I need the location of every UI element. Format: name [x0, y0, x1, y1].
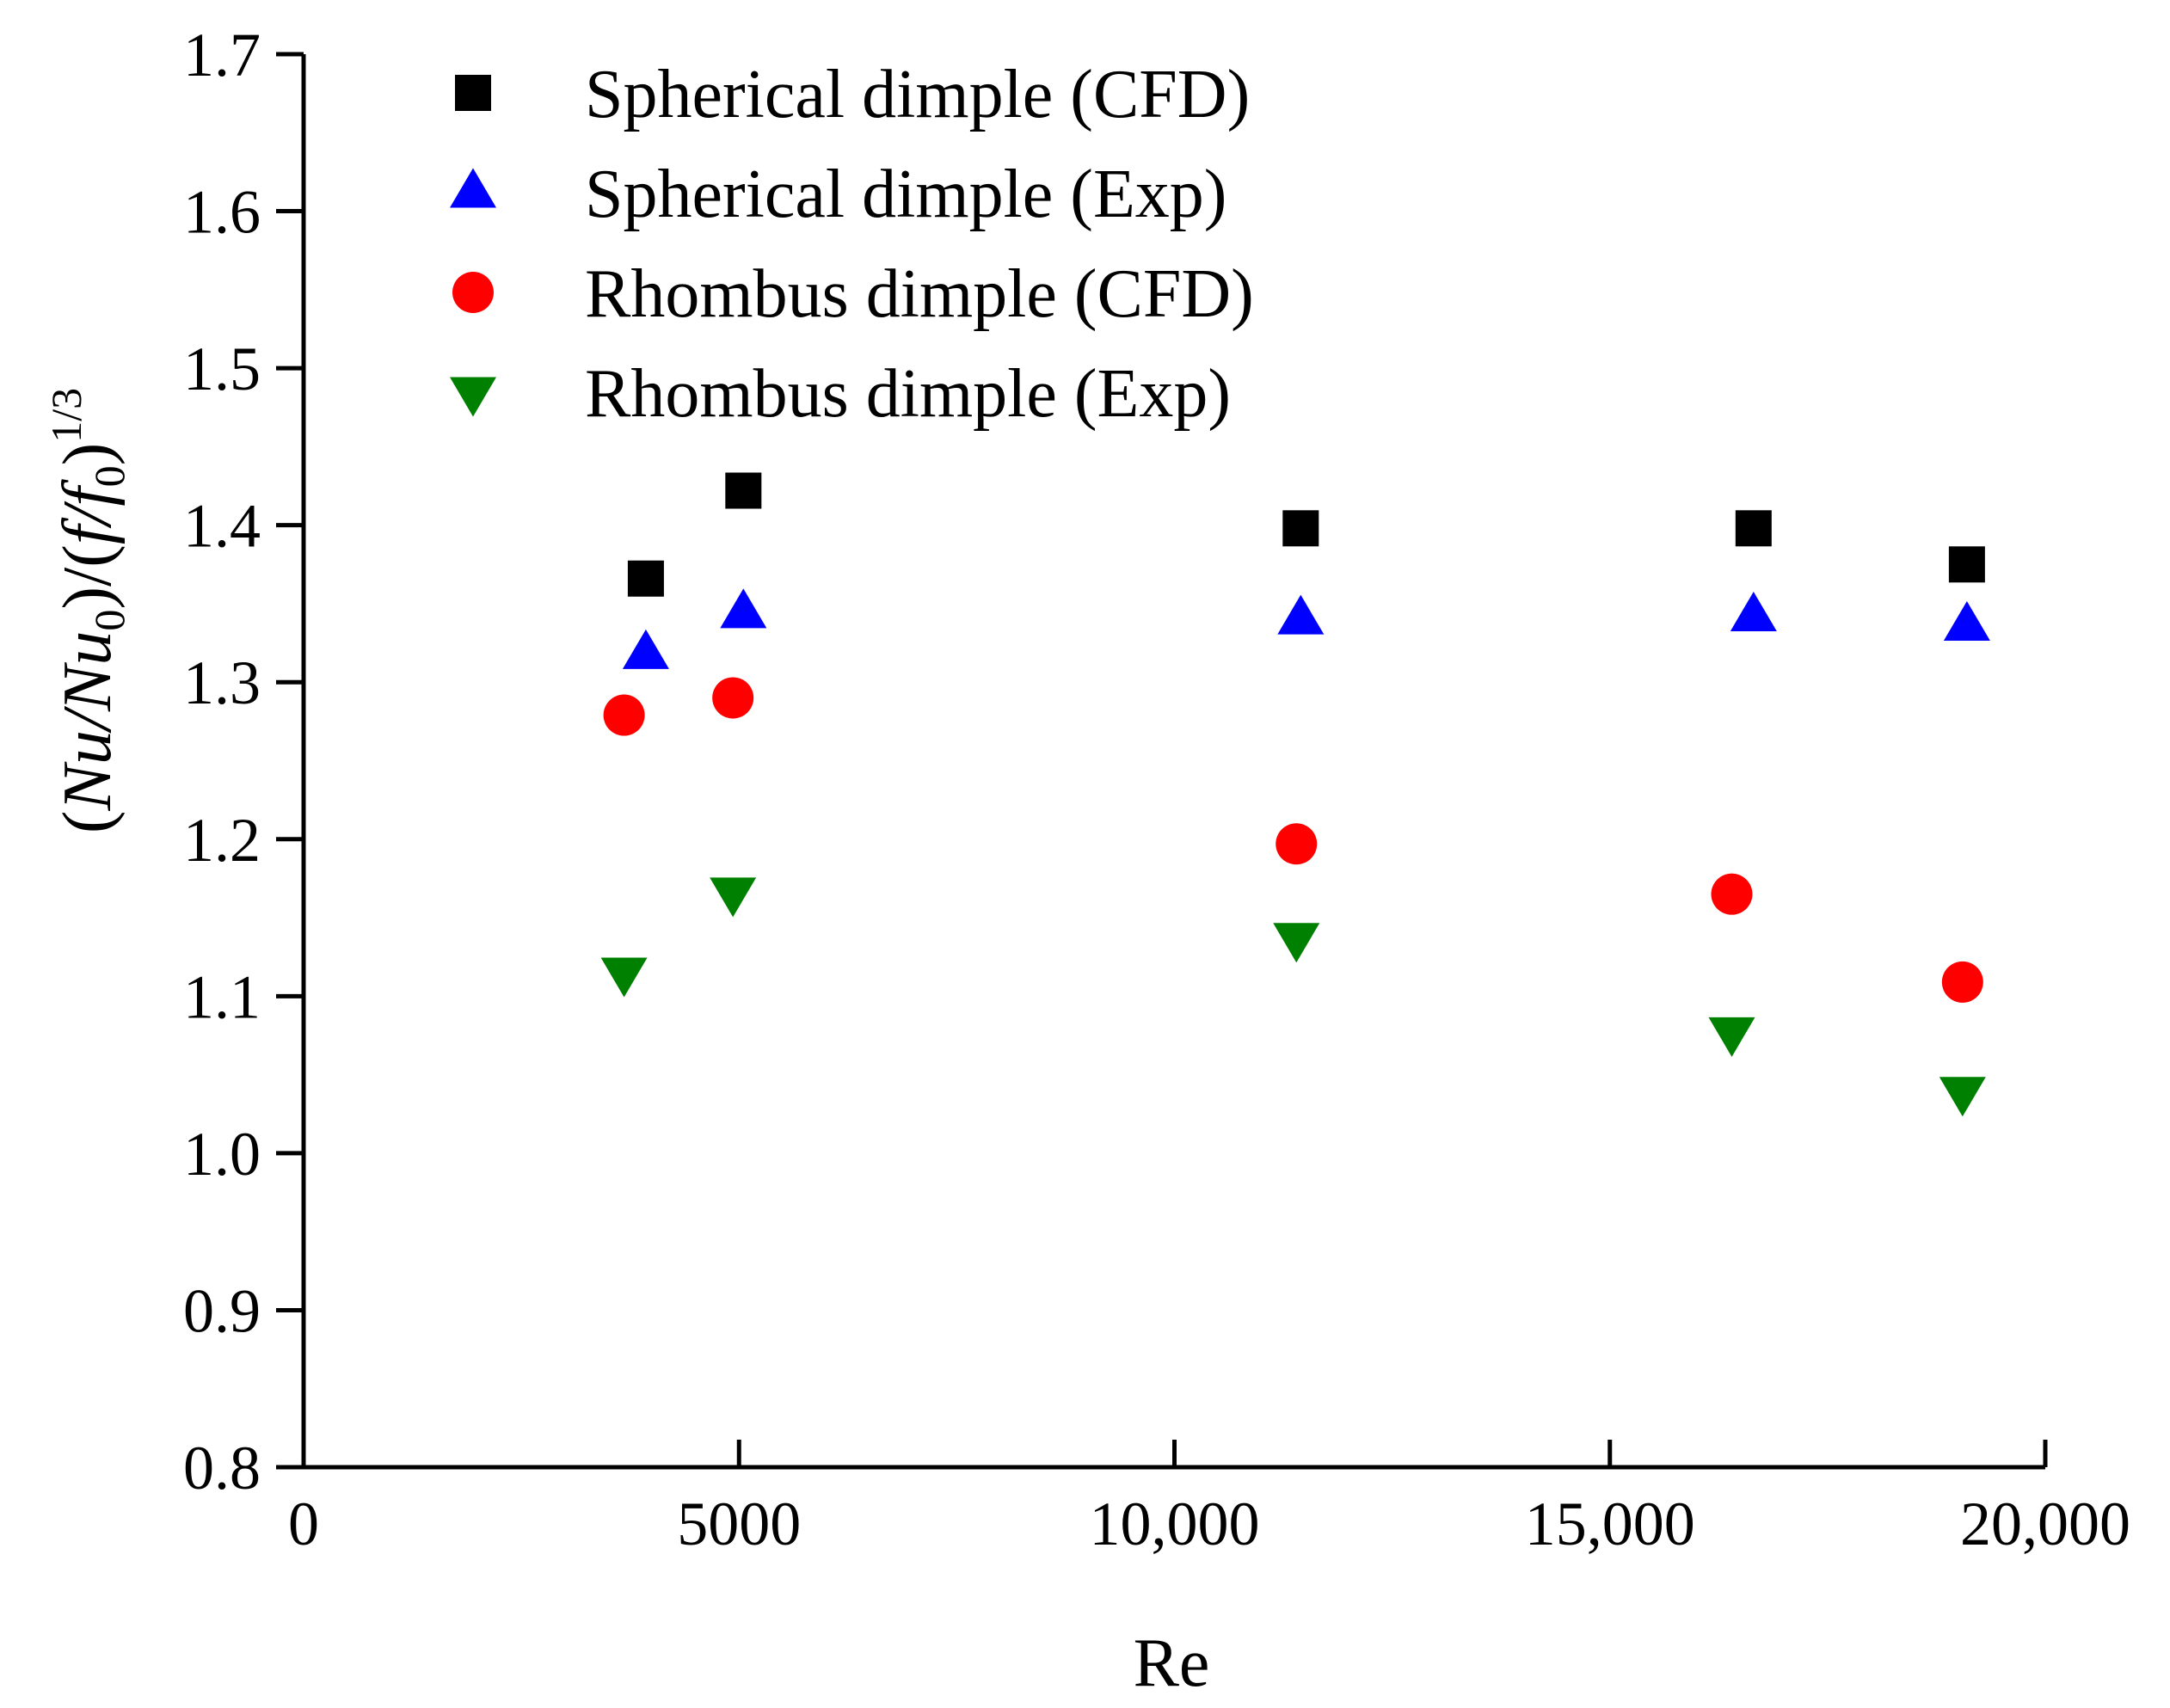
series-3: [603, 677, 1983, 1003]
y-title-exponent: 1/3: [42, 388, 90, 443]
legend-item: Spherical dimple (CFD): [455, 57, 1250, 132]
y-tick-label: 1.3: [183, 648, 261, 717]
y-tick-label: 0.9: [183, 1276, 261, 1345]
y-tick-label: 1.5: [183, 335, 261, 403]
data-point: [600, 957, 648, 998]
data-point: [1941, 961, 1983, 1003]
data-point: [712, 677, 754, 719]
y-tick-label: 1.4: [183, 492, 261, 561]
data-point: [725, 472, 762, 509]
series-1: [627, 472, 1985, 597]
x-tick-label: 15,000: [1525, 1490, 1695, 1558]
data-point: [1948, 546, 1985, 583]
data-point: [622, 629, 669, 669]
y-tick-label: 0.8: [183, 1434, 261, 1502]
data-point: [627, 560, 664, 597]
x-axis-title: Re: [1134, 1625, 1210, 1701]
legend-label: Spherical dimple (Exp): [585, 157, 1226, 232]
data-points: [600, 472, 1990, 1117]
x-tick-label: 5000: [677, 1490, 801, 1558]
series-2: [622, 588, 1990, 669]
y-tick-label: 1.0: [183, 1120, 261, 1189]
y-axis-title: (Nu/Nu0)/(f/f0)1/3: [42, 388, 133, 833]
y-title-subscript: 0: [85, 610, 133, 631]
data-point: [1939, 1077, 1986, 1117]
legend-marker: [455, 75, 491, 111]
y-title-nu: Nu: [50, 730, 126, 811]
y-title-subscript: 0: [85, 465, 133, 487]
data-point: [603, 694, 645, 736]
x-ticks: 0 5000 10,000 15,000 20,000: [288, 1440, 2130, 1558]
y-title-paren-close: ): [50, 443, 126, 466]
y-title-nu0: Nu: [50, 631, 126, 712]
data-point: [1276, 823, 1318, 865]
y-tick-label: 1.6: [183, 178, 261, 247]
x-tick-label: 20,000: [1960, 1490, 2130, 1558]
data-point: [1708, 1017, 1755, 1057]
legend: Spherical dimple (CFD) Spherical dimple (…: [450, 57, 1254, 432]
legend-label: Rhombus dimple (CFD): [585, 256, 1254, 332]
y-tick-label: 1.2: [183, 806, 261, 875]
data-point: [1282, 510, 1319, 547]
y-tick-label: 1.1: [183, 962, 261, 1031]
legend-item: Rhombus dimple (Exp): [450, 356, 1231, 432]
legend-item: Rhombus dimple (CFD): [452, 256, 1254, 332]
data-point: [1277, 594, 1325, 635]
legend-marker: [450, 377, 496, 417]
data-point: [1273, 923, 1320, 963]
legend-item: Spherical dimple (Exp): [450, 157, 1226, 232]
y-tick-label: 1.7: [183, 21, 261, 89]
data-point: [1735, 510, 1772, 547]
legend-marker: [450, 168, 496, 208]
x-tick-label: 10,000: [1090, 1490, 1260, 1558]
data-point: [1943, 600, 1990, 641]
data-point: [720, 588, 767, 629]
y-ticks: 0.8 0.9 1.0 1.1 1.2 1.3 1.4 1.5 1.6 1.7: [183, 21, 304, 1502]
legend-label: Rhombus dimple (Exp): [585, 356, 1231, 432]
x-tick-label: 0: [288, 1490, 319, 1558]
data-point: [710, 877, 757, 918]
series-4: [600, 877, 1986, 1117]
legend-marker: [452, 272, 494, 313]
data-point: [1730, 592, 1777, 632]
y-title-paren-open: (: [50, 811, 126, 834]
y-title-paren-mid: )/(: [50, 544, 126, 610]
data-point: [1711, 873, 1753, 915]
legend-label: Spherical dimple (CFD): [585, 57, 1250, 132]
